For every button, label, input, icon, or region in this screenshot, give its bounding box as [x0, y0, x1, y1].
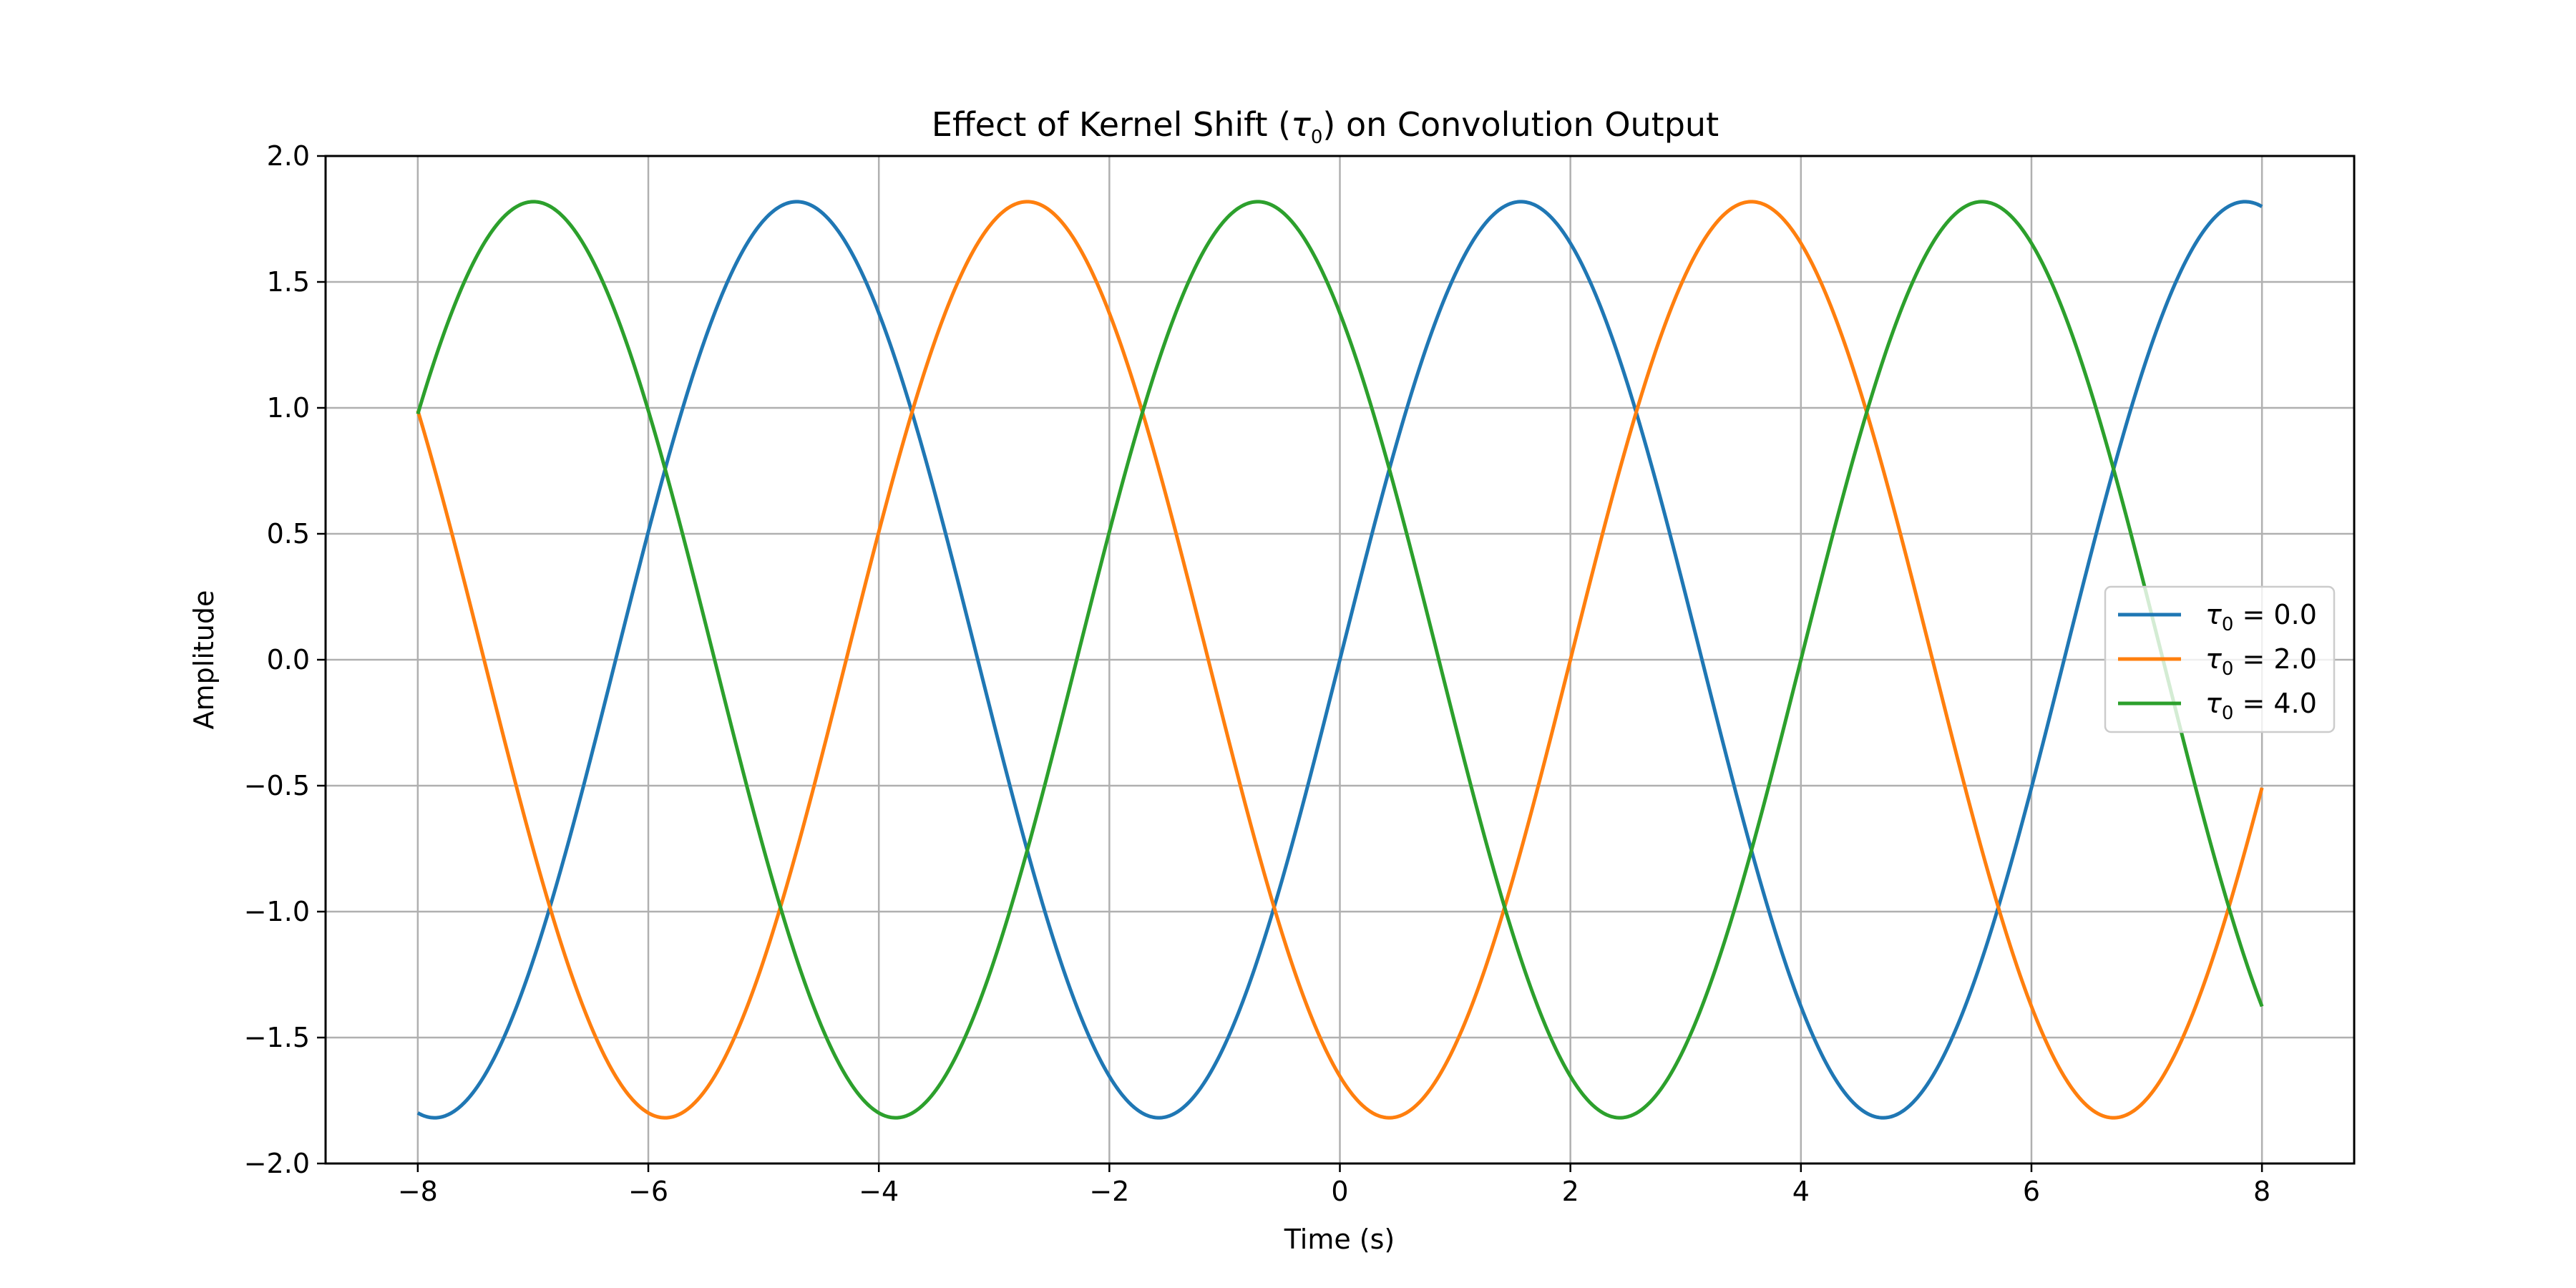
- title-after: ) on Convolution Output: [1322, 105, 1719, 144]
- title-tau: τ: [1291, 105, 1311, 144]
- y-axis-label: Amplitude: [188, 590, 220, 730]
- y-tick-label: −2.0: [244, 1148, 310, 1179]
- legend-frame: [2104, 585, 2336, 733]
- legend-label-1: τ0 = 2.0: [2205, 643, 2317, 680]
- x-tick-label: 4: [1792, 1176, 1810, 1207]
- y-tick-label: 1.5: [267, 266, 310, 298]
- y-tick-label: −1.0: [244, 896, 310, 927]
- x-tick-label: 2: [1562, 1176, 1579, 1207]
- x-tick-label: 0: [1331, 1176, 1348, 1207]
- x-tick-label: −8: [398, 1176, 438, 1207]
- legend-label-0: τ0 = 0.0: [2205, 599, 2317, 635]
- series-line-2: [416, 200, 2264, 1120]
- series-line-0: [416, 200, 2263, 1120]
- legend-entry: τ0 = 2.0: [2118, 643, 2317, 680]
- x-tick-label: −4: [859, 1176, 899, 1207]
- series-line-1: [416, 200, 2264, 1120]
- y-tick-label: 0.5: [267, 518, 310, 550]
- x-tick-label: 6: [2023, 1176, 2040, 1207]
- ticks: −8 −6 −4 −2 0 2 4 6 8 −2.0 −1.5 −1.0 −0.5 0.0 0.5 1.0 1.…: [244, 140, 2271, 1207]
- x-tick-label: −6: [628, 1176, 668, 1207]
- x-tick-label: −2: [1089, 1176, 1129, 1207]
- y-tick-label: −0.5: [244, 770, 310, 801]
- legend-entry: τ0 = 4.0: [2118, 688, 2317, 724]
- title-sub: 0: [1311, 127, 1323, 148]
- y-tick-label: −1.5: [244, 1022, 310, 1053]
- x-axis-label: Time (s): [1284, 1224, 1395, 1255]
- legend-label-2: τ0 = 4.0: [2205, 688, 2317, 724]
- x-tick-label: 8: [2253, 1176, 2270, 1207]
- plot-lines: [416, 200, 2264, 1120]
- legend: τ0 = 0.0 τ0 = 2.0 τ0 = 4.0: [2104, 585, 2336, 733]
- legend-entry: τ0 = 0.0: [2118, 599, 2317, 635]
- y-tick-label: 0.0: [267, 644, 310, 675]
- chart-title: Effect of Kernel Shift (τ0) on Convoluti…: [932, 105, 1719, 148]
- title-before: Effect of Kernel Shift (: [932, 105, 1291, 144]
- y-tick-label: 1.0: [267, 392, 310, 424]
- y-tick-label: 2.0: [267, 140, 310, 172]
